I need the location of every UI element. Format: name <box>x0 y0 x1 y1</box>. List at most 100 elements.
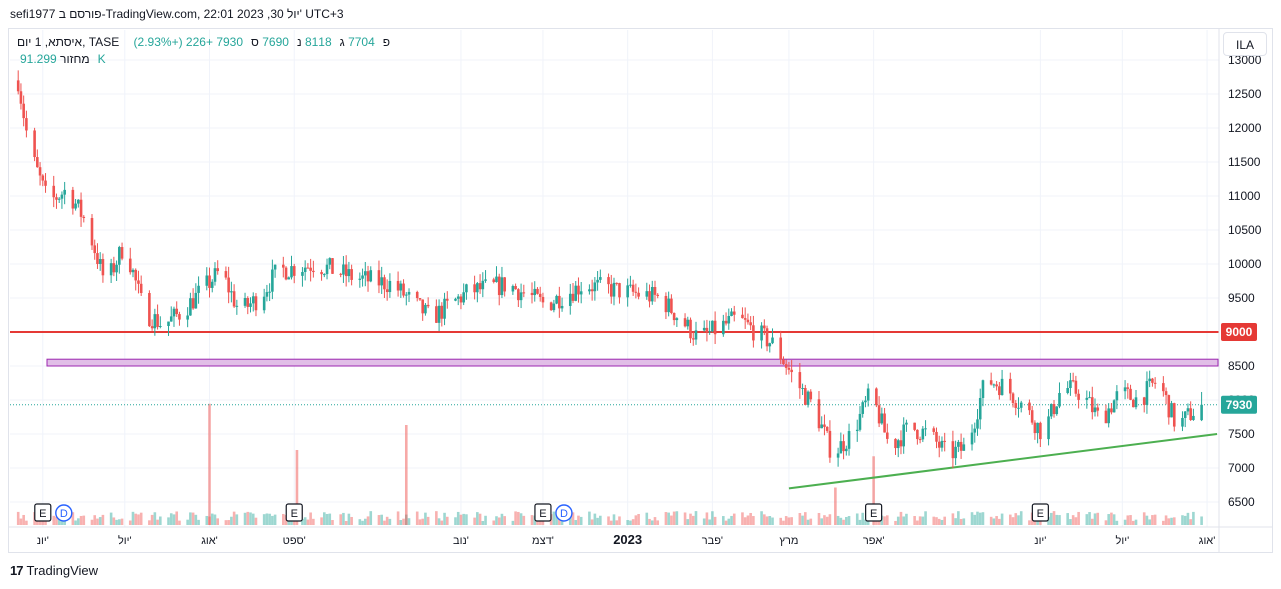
dividend-marker-label: D <box>560 508 568 520</box>
volume-bar <box>495 516 498 525</box>
candle-body <box>150 326 154 329</box>
volume-bar <box>426 516 430 525</box>
volume-bar <box>760 511 763 525</box>
candle-body <box>186 315 189 320</box>
volume-bar <box>306 519 310 525</box>
volume-bar <box>128 520 132 525</box>
candle-body <box>309 267 312 271</box>
candle-body <box>1153 382 1157 384</box>
volume-bar <box>418 519 422 525</box>
volume-bar <box>150 514 154 525</box>
volume-bar <box>552 511 556 525</box>
candle-body <box>899 440 903 447</box>
volume-bar <box>249 512 252 525</box>
volume-bar <box>235 514 239 525</box>
volume-bar <box>1183 515 1187 525</box>
volume-bar <box>347 513 351 525</box>
x-tick-label: דצמ' <box>532 535 554 547</box>
candle-body <box>443 298 446 319</box>
volume-bar <box>440 520 444 525</box>
volume-bar <box>935 517 938 525</box>
volume-bar <box>730 515 733 525</box>
tradingview-logo-icon: 17 <box>10 563 24 578</box>
x-tick-label: פבר' <box>702 535 723 547</box>
candle-body <box>440 305 444 319</box>
volume-bar <box>1126 515 1130 525</box>
candle-body <box>866 388 870 401</box>
grid-lines <box>10 30 1219 527</box>
time-axis: יונ' יול' אוג' ספט' נוב' דצמ' 2023 פבר' מרץ אפר' י… <box>9 526 1272 547</box>
candle-body <box>886 432 889 439</box>
volume-bar <box>1090 518 1094 525</box>
chart-frame[interactable] <box>8 28 1273 553</box>
candle-body <box>607 277 610 285</box>
volume-bar <box>683 512 687 525</box>
candle-body <box>590 289 594 292</box>
earnings-marker-icon <box>285 503 303 522</box>
candle-body <box>290 266 293 278</box>
candle-body <box>1033 422 1037 434</box>
volume-bar <box>19 518 23 525</box>
volume-bar <box>899 511 903 525</box>
volume-bar <box>1129 515 1132 525</box>
candle-body <box>385 289 389 293</box>
candle-body <box>820 424 824 429</box>
volume-bar <box>1011 517 1015 525</box>
candle-body <box>705 327 709 332</box>
candle-body <box>1088 397 1091 399</box>
candle-body <box>995 384 998 387</box>
volume-bar <box>503 516 506 525</box>
volume-bar <box>1077 511 1080 525</box>
x-tick-label: יונ' <box>1034 535 1046 547</box>
volume-bar <box>55 516 58 525</box>
candle-body <box>883 413 886 433</box>
volume-bar <box>588 511 591 525</box>
volume-bar <box>727 518 731 525</box>
volume-bar <box>1093 513 1097 525</box>
volume-bar <box>1151 515 1154 525</box>
volume-bar <box>454 517 457 525</box>
volume-bar <box>402 518 405 525</box>
candle-body <box>484 279 487 281</box>
candle-body <box>191 298 195 309</box>
volume-legend: מחזור 91.299K <box>17 52 106 66</box>
y-tick-label: 7000 <box>1228 461 1255 475</box>
candle-body <box>339 273 342 275</box>
volume-bar <box>1000 513 1004 525</box>
candle-body <box>845 448 848 452</box>
tradingview-logo-text: TradingView <box>26 563 99 578</box>
volume-bar <box>845 516 848 525</box>
candle-body <box>937 441 941 448</box>
candle-body <box>732 311 736 315</box>
candle-body <box>1170 403 1173 418</box>
volume-bar <box>648 518 651 525</box>
volume-bar <box>609 520 613 525</box>
volume-bar <box>77 518 80 525</box>
tradingview-logo[interactable]: 17 TradingView <box>10 563 98 578</box>
candle-body <box>82 216 86 219</box>
currency-button[interactable]: ILA <box>1223 32 1267 56</box>
candle-body <box>752 325 755 341</box>
candle-body <box>287 277 291 280</box>
volume-bar <box>1096 512 1100 525</box>
candle-body <box>943 440 946 442</box>
y-tick-label: 9500 <box>1228 291 1255 305</box>
volume-bar <box>216 518 220 525</box>
candle-body <box>473 284 476 293</box>
candle-body <box>618 283 621 298</box>
candle-body <box>254 296 258 311</box>
candle-body <box>672 312 676 321</box>
candle-body <box>52 185 56 198</box>
candle-body <box>210 281 214 288</box>
candle-body <box>998 386 1001 396</box>
candle-body <box>137 280 140 284</box>
volume-bar <box>96 518 99 525</box>
volume-bar <box>855 513 859 525</box>
volume-bar <box>445 516 449 525</box>
candle-body <box>981 380 985 398</box>
x-tick-label: יונ' <box>37 535 49 547</box>
volume-bar <box>16 511 20 525</box>
volume-spike-bar <box>872 456 875 525</box>
candle-body <box>555 295 558 304</box>
